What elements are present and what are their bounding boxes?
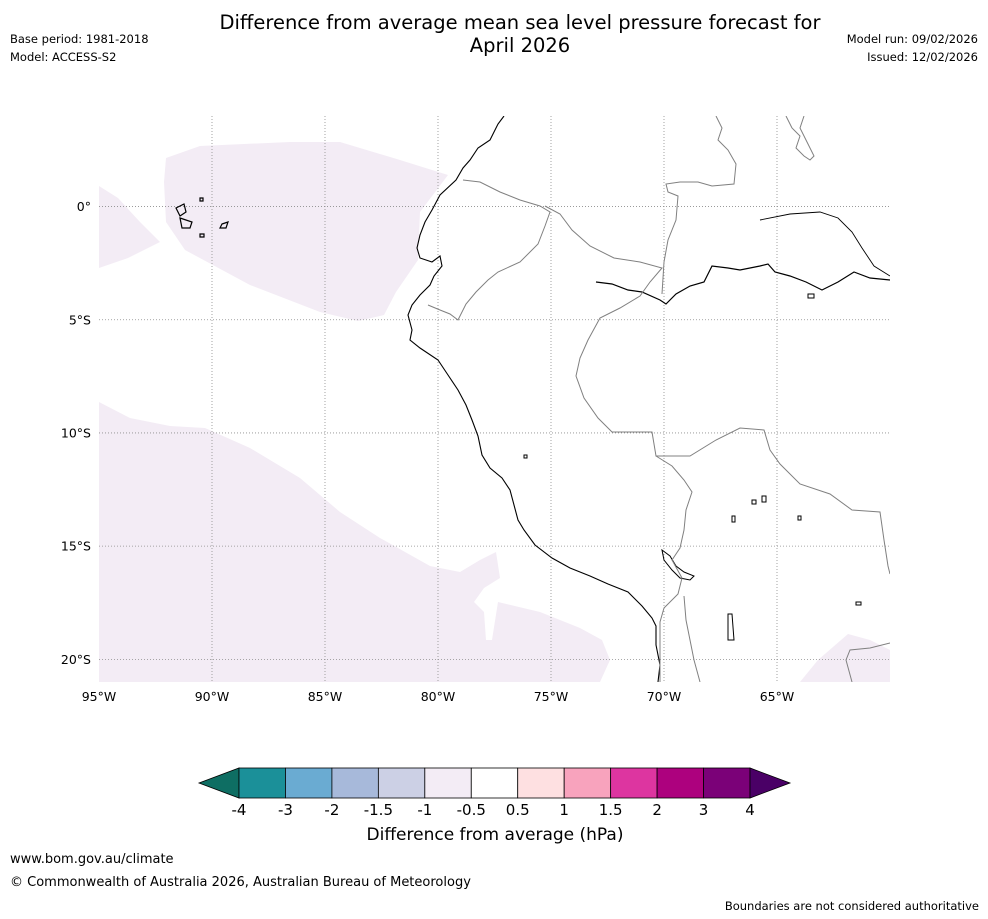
border-peru-bolivia-chile xyxy=(655,455,693,682)
chart-title: Difference from average mean sea level p… xyxy=(150,11,890,57)
coastline-amazon-river xyxy=(595,263,890,305)
map-figure: 95°W 90°W 85°W 80°W 75°W 70°W 65°W 0° 5°S 10°S 15°… xyxy=(61,116,890,704)
anomaly-shading xyxy=(99,142,890,682)
border-chile-argentina xyxy=(683,595,701,682)
colorbar-extend-low xyxy=(197,767,240,799)
colorbar-tick-label: 2 xyxy=(652,801,662,819)
colorbar-extend-high xyxy=(749,767,792,799)
colorbar-tick-label: 4 xyxy=(745,801,755,819)
colorbar-tick-label: 1 xyxy=(559,801,569,819)
coastline-lake-titicaca xyxy=(661,548,695,581)
colorbar-swatch xyxy=(563,767,612,799)
colorbar-marks xyxy=(197,767,792,799)
footer-url[interactable]: www.bom.gov.au/climate xyxy=(10,852,174,867)
border-bolivia-paraguay xyxy=(845,642,890,682)
colorbar-label: Difference from average (hPa) xyxy=(366,825,624,845)
axis-labels: 95°W 90°W 85°W 80°W 75°W 70°W 65°W 0° 5°S 10°S 15°… xyxy=(61,199,794,704)
lon-tick-label: 65°W xyxy=(760,689,795,704)
colorbar-swatch xyxy=(517,767,565,799)
footer-disclaimer: Boundaries are not considered authoritat… xyxy=(724,899,979,913)
header-left: Base period: 1981-2018 Model: ACCESS-S2 xyxy=(10,30,149,66)
lat-tick-label: 0° xyxy=(77,199,91,214)
colorbar-swatch xyxy=(331,767,379,799)
lon-tick-label: 75°W xyxy=(534,689,569,704)
colorbar-swatch xyxy=(656,767,704,799)
anomaly-region-west xyxy=(99,186,160,268)
coastline-west-south-america xyxy=(407,116,661,682)
lat-tick-label: 10°S xyxy=(61,425,91,440)
colorbar-tick-label: -0.5 xyxy=(457,801,486,819)
colorbar-ticks: -4 -3 -2 -1.5 -1 -0.5 0.5 1 1.5 2 3 4 xyxy=(232,801,755,819)
title-line-2: April 2026 xyxy=(469,34,571,57)
lon-tick-label: 70°W xyxy=(647,689,682,704)
colorbar-tick-label: 3 xyxy=(699,801,709,819)
map-area xyxy=(99,116,890,682)
border-venezuela-brazil xyxy=(661,116,737,295)
colorbar-tick-label: -3 xyxy=(278,801,293,819)
coastline-galapagos-islands xyxy=(175,197,229,238)
colorbar-tick-label: -1.5 xyxy=(364,801,393,819)
colorbar-tick-label: -1 xyxy=(417,801,432,819)
coastline-small-lakes xyxy=(523,293,862,641)
footer-copyright: © Commonwealth of Australia 2026, Austra… xyxy=(10,875,471,890)
anomaly-region-south xyxy=(99,402,610,682)
colorbar-tick-label: 0.5 xyxy=(506,801,530,819)
title-line-1: Difference from average mean sea level p… xyxy=(219,11,821,34)
lon-tick-label: 95°W xyxy=(82,689,117,704)
colorbar-tick-label: -4 xyxy=(232,801,247,819)
coastline-amazon-north-bank xyxy=(759,211,890,277)
lon-tick-label: 90°W xyxy=(195,689,230,704)
base-period: Base period: 1981-2018 xyxy=(10,32,149,46)
border-peru-colombia-brazil xyxy=(544,205,890,575)
header-right: Model run: 09/02/2026 Issued: 12/02/2026 xyxy=(847,30,978,66)
colorbar-swatch xyxy=(610,767,658,799)
colorbar-swatch xyxy=(377,767,426,799)
colorbar-swatch xyxy=(703,767,751,799)
model-run: Model run: 09/02/2026 xyxy=(846,32,978,46)
lon-tick-label: 80°W xyxy=(421,689,456,704)
gridlines xyxy=(99,116,890,682)
model-name: Model: ACCESS-S2 xyxy=(10,50,117,64)
lon-tick-label: 85°W xyxy=(308,689,343,704)
issued-date: Issued: 12/02/2026 xyxy=(867,50,978,64)
colorbar-swatch xyxy=(238,767,286,799)
lat-tick-label: 20°S xyxy=(61,652,91,667)
lat-tick-label: 5°S xyxy=(69,312,91,327)
colorbar-swatch xyxy=(424,767,472,799)
colorbar-tick-label: -2 xyxy=(324,801,339,819)
colorbar-swatch xyxy=(470,767,519,799)
lat-tick-label: 15°S xyxy=(61,539,91,554)
colorbar-swatch xyxy=(285,767,333,799)
colorbar: -4 -3 -2 -1.5 -1 -0.5 0.5 1 1.5 2 3 4 xyxy=(197,767,792,819)
land-outlines xyxy=(175,116,890,682)
anomaly-region-galapagos xyxy=(164,142,448,321)
border-colombia-ecuador-peru xyxy=(427,179,551,321)
anomaly-region-southeast xyxy=(800,634,890,682)
border-guyana xyxy=(785,116,815,161)
colorbar-tick-label: 1.5 xyxy=(599,801,623,819)
